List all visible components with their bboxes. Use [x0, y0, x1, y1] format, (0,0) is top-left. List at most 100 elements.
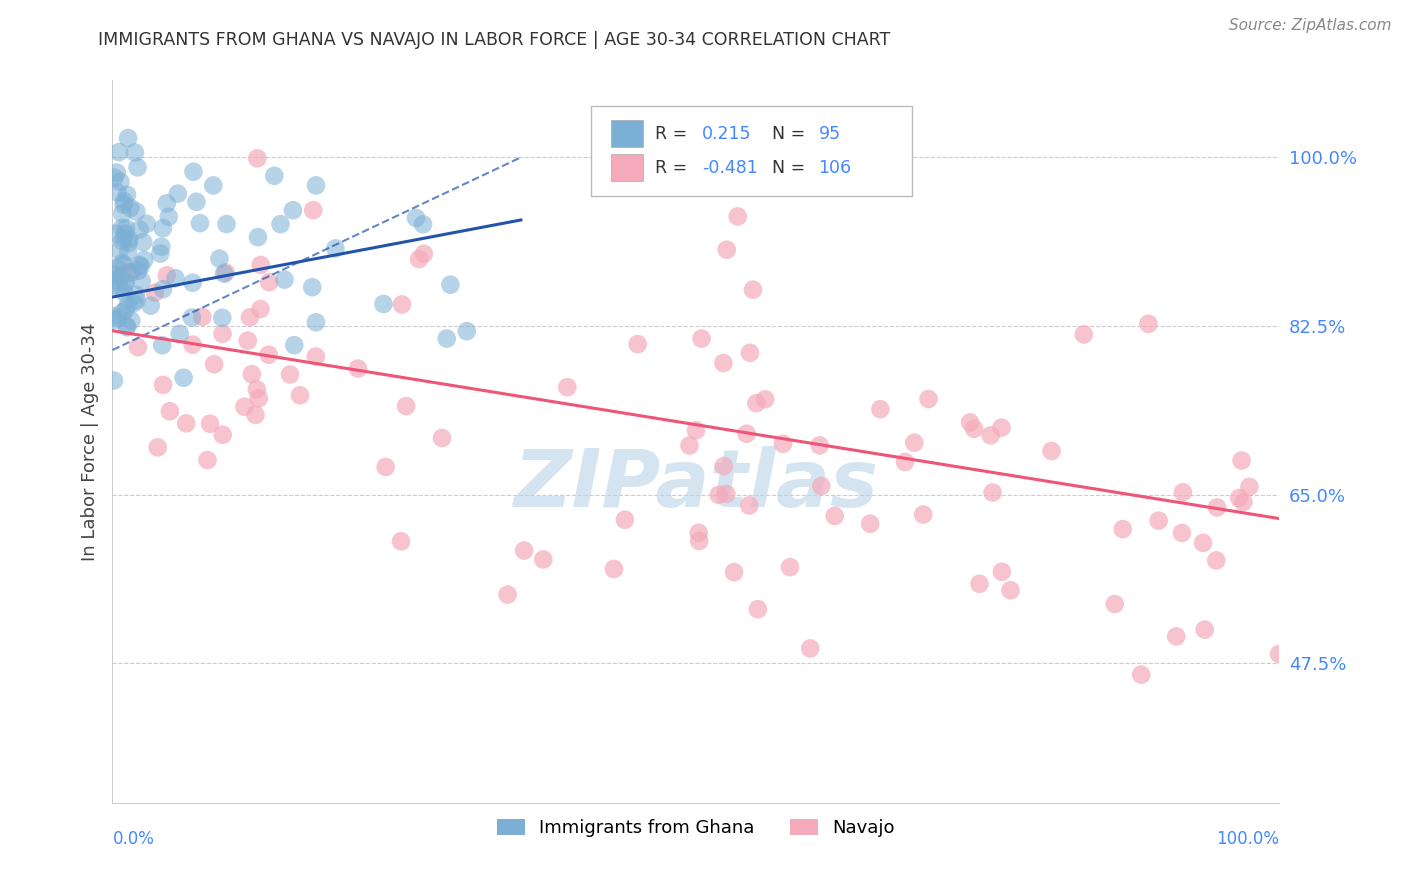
- Point: [112, 197, 135, 211]
- Point: [111, 305, 134, 319]
- Point: [894, 455, 917, 469]
- Point: [799, 641, 821, 656]
- Point: [1227, 491, 1250, 505]
- Point: [233, 400, 256, 414]
- Point: [118, 265, 141, 279]
- Point: [211, 427, 233, 442]
- Point: [1232, 495, 1254, 509]
- Point: [134, 252, 156, 267]
- Point: [128, 222, 150, 236]
- Point: [869, 402, 891, 417]
- Point: [1137, 317, 1160, 331]
- Point: [1040, 444, 1063, 458]
- Point: [112, 231, 135, 245]
- Point: [690, 332, 713, 346]
- Point: [305, 350, 328, 364]
- Point: [808, 438, 831, 452]
- Point: [413, 247, 436, 261]
- Point: [496, 588, 519, 602]
- Point: [305, 178, 328, 193]
- Point: [150, 338, 173, 352]
- Point: [273, 272, 295, 286]
- Point: [115, 187, 138, 202]
- Point: [117, 297, 139, 311]
- Point: [174, 417, 197, 431]
- Point: [152, 377, 174, 392]
- Point: [779, 560, 801, 574]
- Point: [156, 196, 179, 211]
- Point: [391, 297, 413, 311]
- Point: [212, 267, 235, 281]
- Point: [127, 161, 149, 175]
- Point: [1166, 629, 1188, 643]
- Point: [107, 186, 129, 200]
- Point: [716, 243, 738, 257]
- Point: [963, 422, 986, 436]
- Point: [111, 206, 134, 220]
- Point: [405, 211, 427, 225]
- Point: [103, 268, 125, 282]
- Bar: [610, 154, 644, 181]
- Point: [131, 274, 153, 288]
- Point: [114, 227, 136, 241]
- Point: [129, 259, 152, 273]
- Point: [246, 152, 269, 166]
- Point: [128, 258, 150, 272]
- Point: [257, 275, 280, 289]
- Point: [105, 165, 128, 179]
- Point: [247, 392, 270, 406]
- Point: [707, 488, 730, 502]
- Point: [735, 426, 758, 441]
- Text: 95: 95: [818, 125, 841, 143]
- Point: [408, 252, 430, 266]
- Point: [1205, 553, 1227, 567]
- Point: [1000, 583, 1022, 598]
- Point: [685, 423, 707, 437]
- Point: [513, 543, 536, 558]
- Point: [1147, 514, 1170, 528]
- Legend: Immigrants from Ghana, Navajo: Immigrants from Ghana, Navajo: [491, 812, 901, 845]
- Point: [108, 145, 131, 160]
- Point: [263, 169, 285, 183]
- Point: [118, 232, 141, 246]
- Point: [103, 313, 125, 327]
- Point: [236, 334, 259, 348]
- Point: [108, 279, 131, 293]
- Bar: [610, 120, 644, 147]
- Text: Source: ZipAtlas.com: Source: ZipAtlas.com: [1229, 18, 1392, 33]
- Point: [132, 235, 155, 249]
- Point: [118, 235, 141, 250]
- Point: [239, 310, 262, 325]
- Point: [302, 203, 325, 218]
- Point: [117, 244, 139, 259]
- Point: [1112, 522, 1135, 536]
- Point: [1230, 453, 1253, 467]
- Point: [430, 431, 453, 445]
- Point: [186, 194, 208, 209]
- Point: [114, 275, 136, 289]
- Point: [183, 165, 205, 179]
- Point: [127, 264, 149, 278]
- Point: [245, 408, 267, 422]
- Point: [208, 252, 231, 266]
- Point: [115, 320, 138, 334]
- Point: [246, 230, 269, 244]
- Point: [917, 392, 939, 406]
- Point: [347, 361, 370, 376]
- Point: [412, 217, 434, 231]
- Point: [613, 513, 636, 527]
- Point: [374, 460, 396, 475]
- Point: [305, 315, 328, 329]
- Point: [112, 257, 135, 271]
- Point: [389, 534, 412, 549]
- Point: [111, 234, 134, 248]
- Y-axis label: In Labor Force | Age 30-34: In Labor Force | Age 30-34: [80, 322, 98, 561]
- Point: [124, 145, 146, 160]
- Point: [1192, 536, 1215, 550]
- Point: [104, 227, 127, 241]
- Point: [981, 485, 1004, 500]
- Point: [439, 277, 461, 292]
- Point: [103, 170, 125, 185]
- Point: [214, 265, 236, 279]
- Point: [688, 533, 710, 548]
